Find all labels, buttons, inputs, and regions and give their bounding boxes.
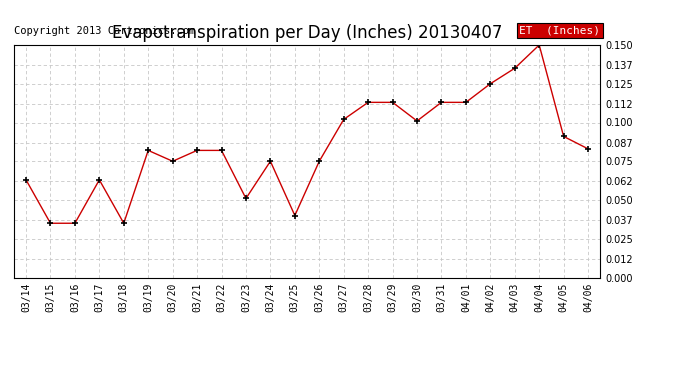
Title: Evapotranspiration per Day (Inches) 20130407: Evapotranspiration per Day (Inches) 2013… — [112, 24, 502, 42]
Text: ET  (Inches): ET (Inches) — [520, 26, 600, 36]
Text: Copyright 2013 Cartronics.com: Copyright 2013 Cartronics.com — [14, 26, 195, 36]
